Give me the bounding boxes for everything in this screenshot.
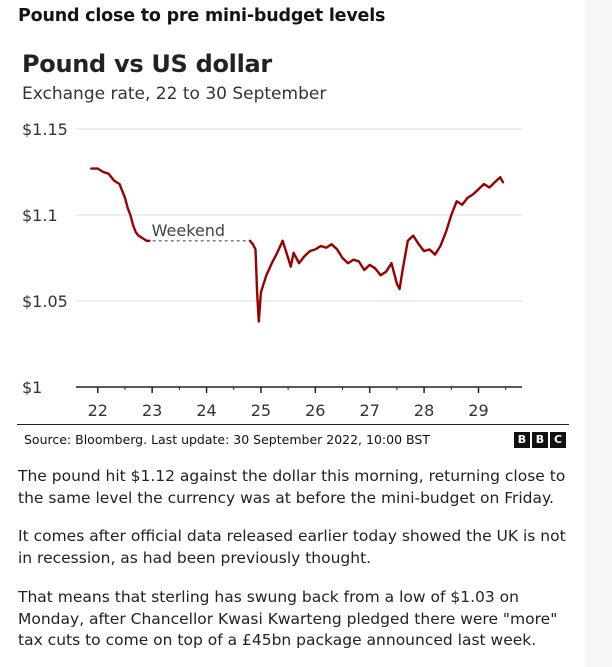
- paragraph: The pound hit $1.12 against the dollar t…: [18, 467, 566, 507]
- paragraph: It comes after official data released ea…: [18, 527, 566, 567]
- page-side-strip: [585, 0, 612, 667]
- x-tick-label: 29: [468, 401, 488, 420]
- bbc-logo-block: B: [532, 432, 548, 448]
- y-tick-label: $1: [22, 378, 42, 397]
- source-row: Source: Bloomberg. Last update: 30 Septe…: [17, 424, 569, 453]
- y-tick-label: $1.1: [22, 206, 58, 225]
- x-tick-label: 23: [142, 401, 162, 420]
- bbc-logo-block: B: [514, 432, 530, 448]
- chart-title: Pound vs US dollar: [22, 50, 272, 78]
- series-line-gbp-usd: [248, 175, 505, 323]
- x-tick-label: 27: [360, 401, 380, 420]
- x-tick-label: 24: [196, 401, 216, 420]
- x-tick-label: 26: [305, 401, 325, 420]
- source-text: Source: Bloomberg. Last update: 30 Septe…: [24, 432, 430, 447]
- chart-subtitle: Exchange rate, 22 to 30 September: [22, 84, 327, 104]
- y-tick-label: $1.05: [22, 292, 68, 311]
- y-tick-label: $1.15: [22, 120, 68, 139]
- exchange-rate-chart: $1.15$1.1$1.05$12223242526272829WeekendB…: [22, 120, 522, 420]
- bbc-logo: B B C: [514, 432, 566, 448]
- bbc-logo-block: C: [550, 432, 566, 448]
- x-tick-label: 22: [88, 401, 108, 420]
- series-line-gbp-usd: [89, 167, 151, 243]
- x-tick-label: 28: [414, 401, 434, 420]
- x-tick-label: 25: [251, 401, 271, 420]
- weekend-annotation-label: Weekend: [152, 221, 225, 240]
- headline: Pound close to pre mini-budget levels: [18, 6, 386, 26]
- paragraph: That means that sterling has swung back …: [18, 588, 558, 649]
